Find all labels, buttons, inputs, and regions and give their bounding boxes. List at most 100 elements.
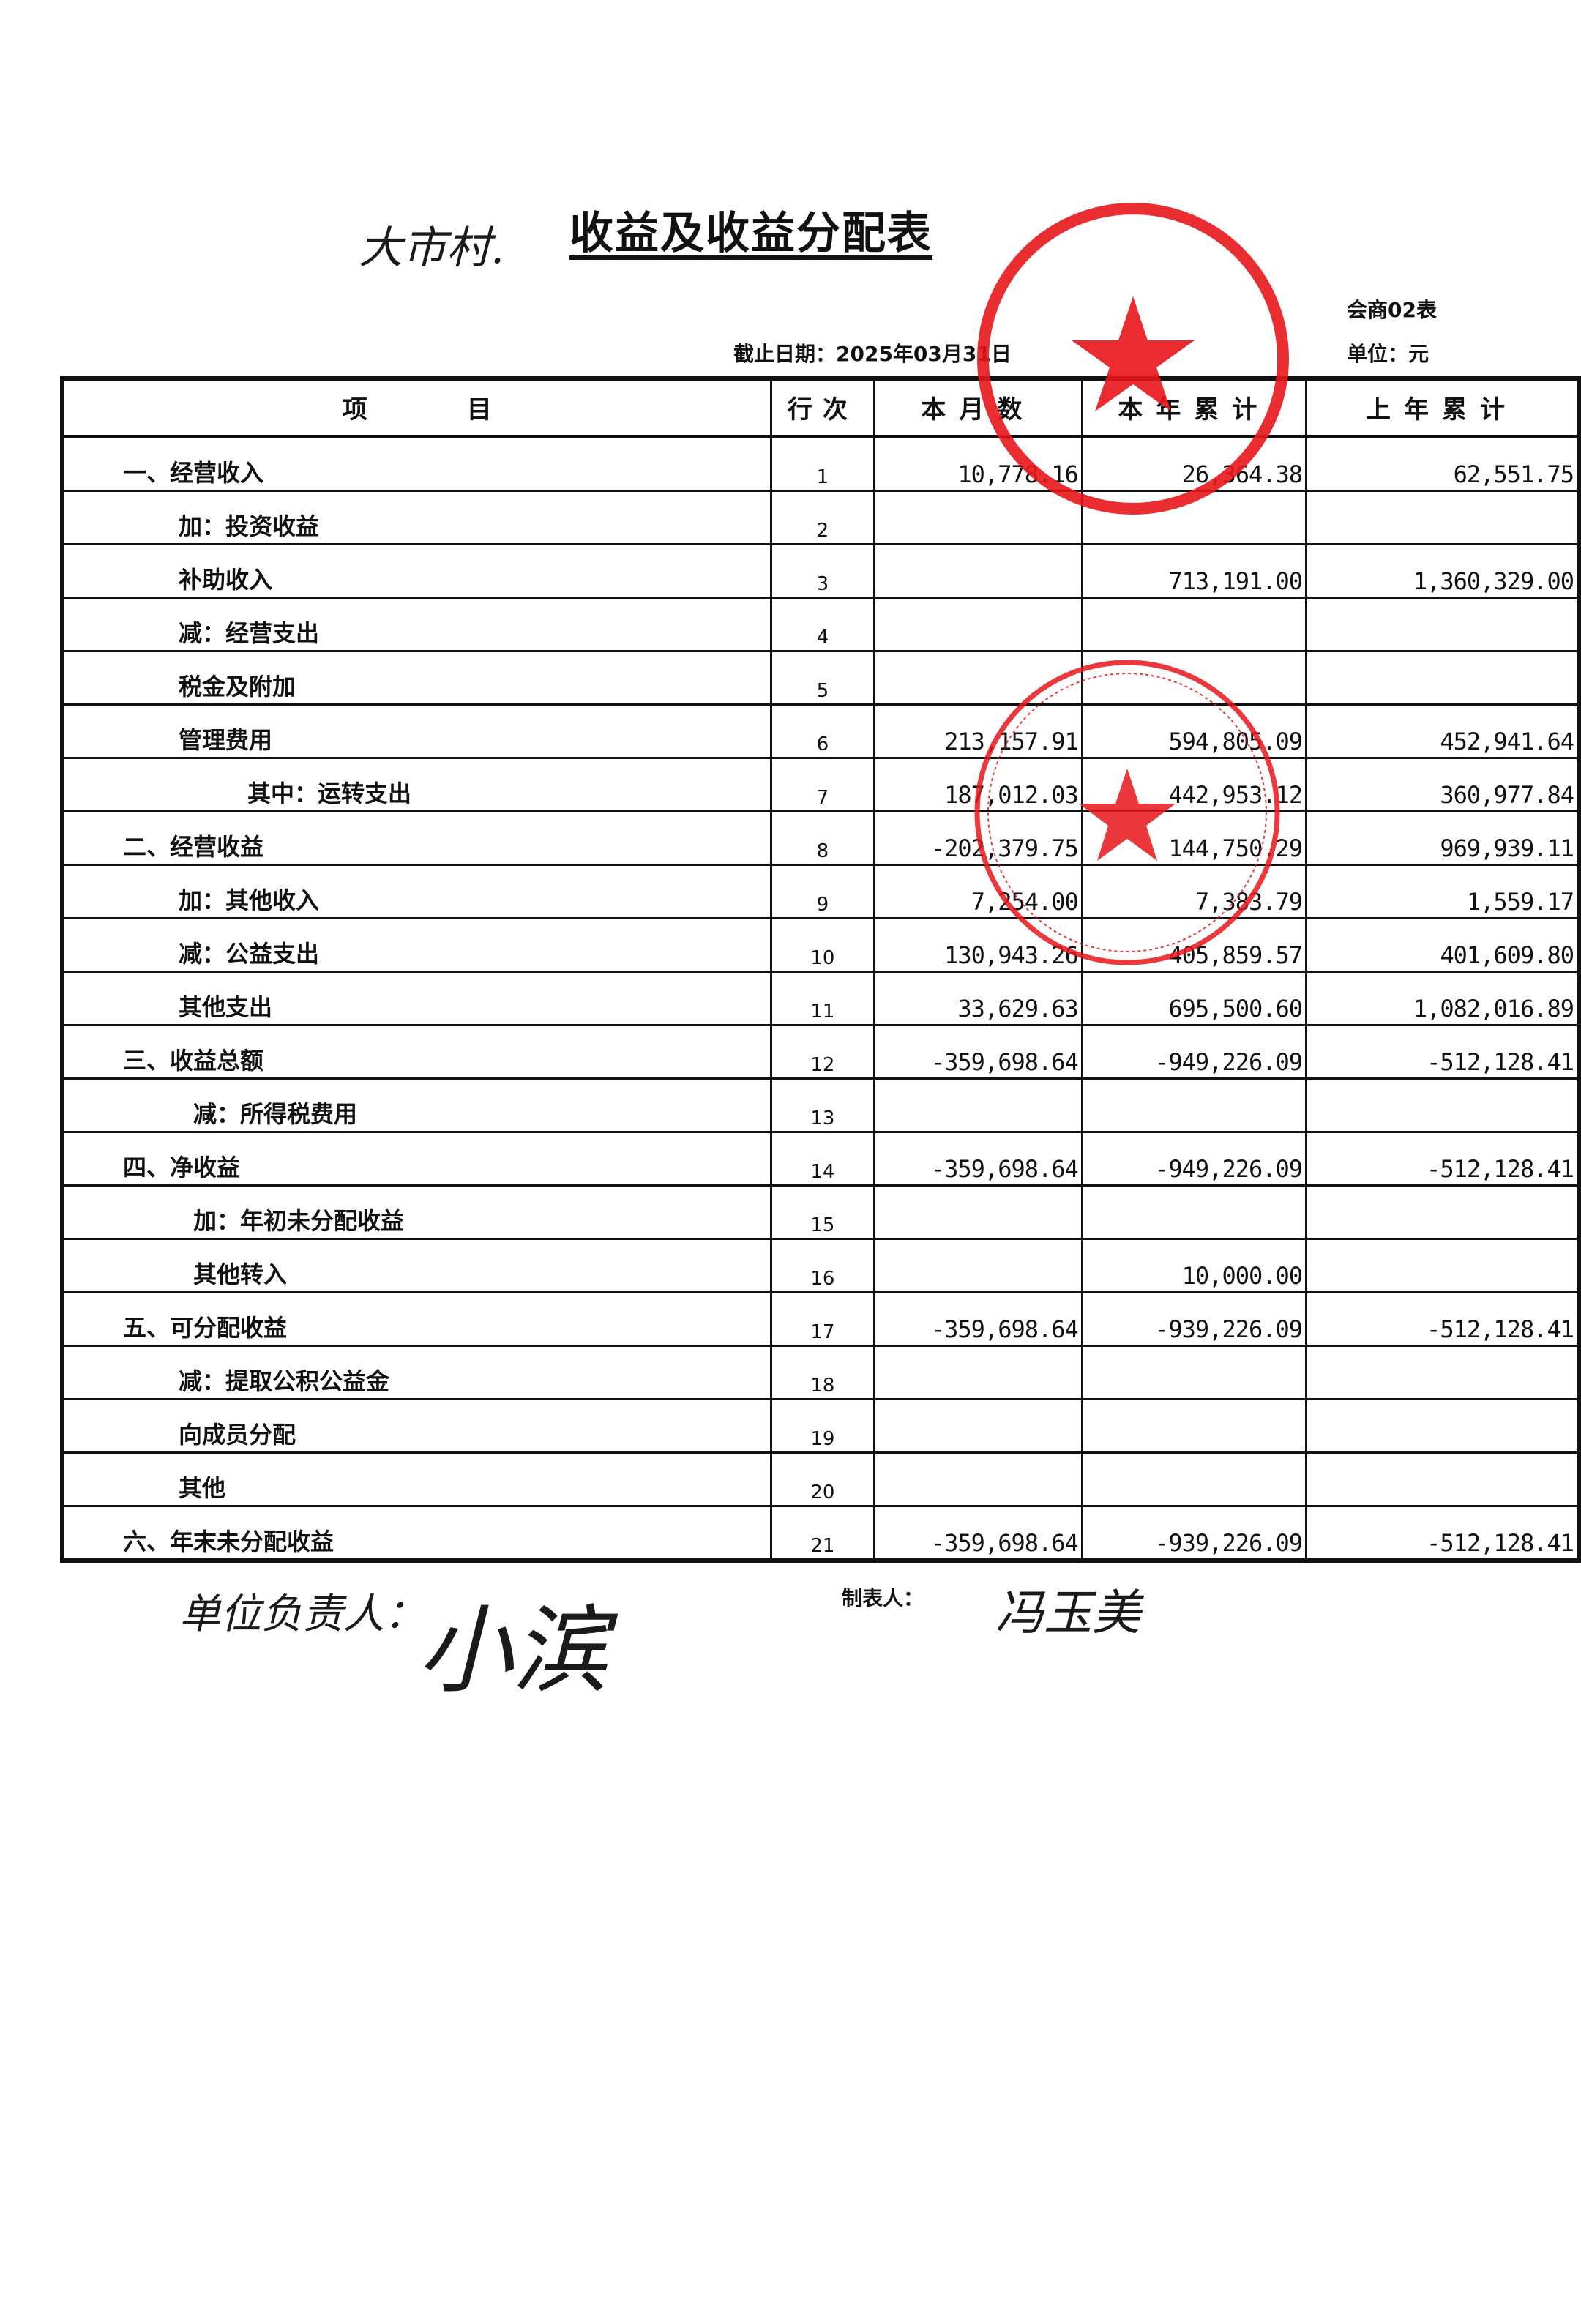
row-ytd-value: [1080, 1345, 1308, 1400]
row-line-number: 1: [769, 436, 875, 492]
form-code: 会商02表: [1347, 298, 1437, 322]
row-item: 加：投资收益: [61, 490, 772, 545]
row-ytd-value: [1080, 650, 1308, 706]
header-line: 行次: [769, 377, 875, 438]
table-row: 其他转入 16 10,000.00: [61, 1238, 1580, 1293]
row-month-value: [872, 1238, 1083, 1293]
row-prev-year-value: 1,559.17: [1305, 864, 1580, 919]
row-line-number: 15: [769, 1184, 875, 1240]
row-month-value: [872, 543, 1083, 599]
row-line-number: 20: [769, 1451, 875, 1507]
row-item: 减：所得税费用: [61, 1077, 772, 1133]
row-month-value: [872, 490, 1083, 545]
table-row: 六、年末未分配收益 21 -359,698.64 -939,226.09 -512,12…: [61, 1505, 1580, 1562]
row-prev-year-value: 1,360,329.00: [1305, 543, 1580, 599]
row-month-value: [872, 1077, 1083, 1133]
row-prev-year-value: [1305, 1184, 1580, 1240]
row-month-value: [872, 1184, 1083, 1240]
row-prev-year-value: [1305, 1451, 1580, 1507]
table-row: 二、经营收益 8 -202,379.75 144,750.29 969,939.11: [61, 810, 1580, 866]
row-ytd-value: -939,226.09: [1080, 1291, 1308, 1347]
preparer-label: 制表人：: [842, 1586, 924, 1610]
row-month-value: -359,698.64: [872, 1024, 1083, 1080]
row-line-number: 14: [769, 1131, 875, 1187]
row-item: 税金及附加: [61, 650, 772, 706]
row-line-number: 13: [769, 1077, 875, 1133]
row-ytd-value: 26,364.38: [1080, 436, 1308, 492]
table-row: 五、可分配收益 17 -359,698.64 -939,226.09 -512,128.…: [61, 1291, 1580, 1347]
row-month-value: 7,254.00: [872, 864, 1083, 919]
row-month-value: 213,157.91: [872, 703, 1083, 759]
table-row: 减：所得税费用 13: [61, 1077, 1580, 1133]
table-row: 补助收入 3 713,191.00 1,360,329.00: [61, 543, 1580, 599]
row-item: 二、经营收益: [61, 810, 772, 866]
row-line-number: 16: [769, 1238, 875, 1293]
row-line-number: 9: [769, 864, 875, 919]
row-ytd-value: 7,383.79: [1080, 864, 1308, 919]
row-month-value: [872, 650, 1083, 706]
row-month-value: 10,778.16: [872, 436, 1083, 492]
table-row: 管理费用 6 213,157.91 594,805.09 452,941.64: [61, 703, 1580, 759]
row-prev-year-value: [1305, 490, 1580, 545]
table-row: 加：其他收入 9 7,254.00 7,383.79 1,559.17: [61, 864, 1580, 919]
table-row: 一、经营收入 1 10,778.16 26,364.38 62,551.75: [61, 436, 1580, 492]
row-ytd-value: 594,805.09: [1080, 703, 1308, 759]
row-ytd-value: -949,226.09: [1080, 1131, 1308, 1187]
table-row: 其中：运转支出 7 187,012.03 442,953.12 360,977.84: [61, 757, 1580, 812]
row-prev-year-value: 360,977.84: [1305, 757, 1580, 812]
table-header-row: 项 目 行次 本月数 本年累计 上年累计: [61, 377, 1580, 438]
row-item: 其他转入: [61, 1238, 772, 1293]
row-month-value: -359,698.64: [872, 1505, 1083, 1562]
header-month: 本月数: [872, 377, 1083, 438]
row-prev-year-value: [1305, 1077, 1580, 1133]
table-row: 其他支出 11 33,629.63 695,500.60 1,082,016.89: [61, 971, 1580, 1026]
row-line-number: 4: [769, 597, 875, 652]
row-line-number: 12: [769, 1024, 875, 1080]
row-item: 向成员分配: [61, 1398, 772, 1454]
row-prev-year-value: 969,939.11: [1305, 810, 1580, 866]
row-item: 补助收入: [61, 543, 772, 599]
row-line-number: 5: [769, 650, 875, 706]
row-month-value: 33,629.63: [872, 971, 1083, 1026]
table-row: 其他 20: [61, 1451, 1580, 1507]
row-item: 六、年末未分配收益: [61, 1505, 772, 1562]
row-item: 五、可分配收益: [61, 1291, 772, 1347]
row-month-value: [872, 1398, 1083, 1454]
header-prev-year: 上年累计: [1305, 377, 1580, 438]
row-prev-year-value: -512,128.41: [1305, 1024, 1580, 1080]
row-line-number: 6: [769, 703, 875, 759]
table-row: 减：经营支出 4: [61, 597, 1580, 652]
row-item: 一、经营收入: [61, 436, 772, 492]
row-line-number: 3: [769, 543, 875, 599]
row-item: 加：其他收入: [61, 864, 772, 919]
row-ytd-value: 695,500.60: [1080, 971, 1308, 1026]
table-row: 向成员分配 19: [61, 1398, 1580, 1454]
row-ytd-value: 405,859.57: [1080, 917, 1308, 973]
header-ytd: 本年累计: [1080, 377, 1308, 438]
document-title: 收益及收益分配表: [569, 208, 932, 259]
table-row: 加：投资收益 2: [61, 490, 1580, 545]
table-row: 减：公益支出 10 130,943.26 405,859.57 401,609.80: [61, 917, 1580, 973]
row-prev-year-value: [1305, 597, 1580, 652]
row-line-number: 7: [769, 757, 875, 812]
row-month-value: [872, 1451, 1083, 1507]
row-month-value: 187,012.03: [872, 757, 1083, 812]
table-row: 税金及附加 5: [61, 650, 1580, 706]
row-item: 减：经营支出: [61, 597, 772, 652]
table-row: 减：提取公积公益金 18: [61, 1345, 1580, 1400]
cutoff-date: 截止日期：2025年03月31日: [733, 342, 1012, 366]
row-prev-year-value: -512,128.41: [1305, 1131, 1580, 1187]
row-prev-year-value: [1305, 1398, 1580, 1454]
row-item: 加：年初未分配收益: [61, 1184, 772, 1240]
row-item: 三、收益总额: [61, 1024, 772, 1080]
handwritten-village-name: 大市村.: [359, 223, 505, 274]
preparer-signature: 冯玉美: [995, 1585, 1140, 1641]
row-line-number: 21: [769, 1505, 875, 1562]
row-ytd-value: [1080, 1184, 1308, 1240]
header-item: 项 目: [61, 377, 772, 438]
row-ytd-value: [1080, 1077, 1308, 1133]
row-prev-year-value: [1305, 650, 1580, 706]
row-line-number: 8: [769, 810, 875, 866]
row-month-value: [872, 1345, 1083, 1400]
